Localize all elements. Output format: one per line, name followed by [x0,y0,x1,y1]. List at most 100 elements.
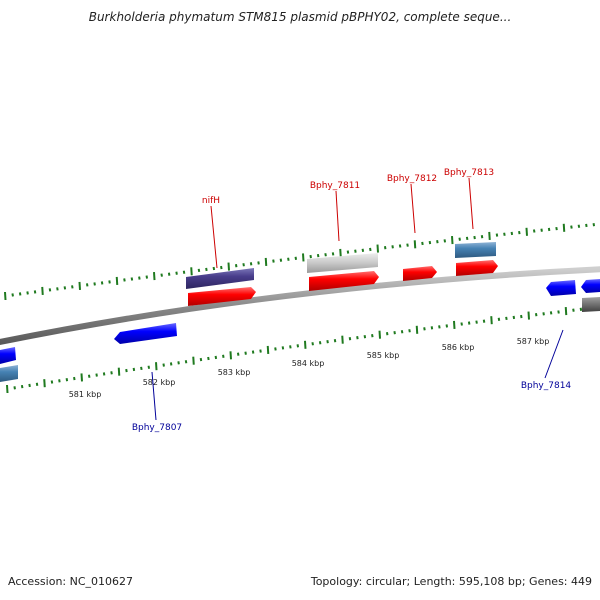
tick-minor [393,331,396,335]
tick-minor [220,265,223,270]
tick-minor [331,252,335,256]
tick-major [227,262,230,271]
tick-minor [33,290,37,294]
tick-minor [251,350,255,354]
gene-nifH-bar[interactable] [186,268,254,289]
tick-major [488,231,491,240]
tick-minor [318,341,322,345]
reverse-strand-features [0,279,600,382]
gene-arrow-forward[interactable] [403,266,437,281]
tick-minor [35,382,39,386]
gene-label-nifH[interactable]: nifH [202,196,220,206]
tick-minor [547,227,551,232]
tick-minor [503,232,506,236]
gene-arrow-reverse[interactable] [546,280,576,296]
tick-minor [361,248,365,252]
tick-minor [505,316,508,321]
tick-minor [356,336,359,340]
genome-summary: Topology: circular; Length: 595,108 bp; … [310,575,592,588]
tick-minor [570,225,573,229]
tick-minor [369,247,372,252]
gene-bar-steel[interactable] [0,365,18,382]
tick-minor [95,373,98,377]
tick-minor [73,376,76,381]
tick-minor [140,366,143,371]
tick-major [562,223,566,232]
tick-minor [348,337,352,341]
gene-bar-steel[interactable] [455,242,496,258]
tick-minor [428,240,432,245]
tick-minor [287,257,290,261]
tick-minor [26,291,29,295]
tick-minor [577,224,581,228]
tick-minor [50,380,54,384]
tick-major [413,240,417,249]
tick-minor [160,273,163,277]
tick-minor [354,249,357,253]
gene-label-Bphy_7811[interactable]: Bphy_7811 [310,181,360,191]
tick-minor [400,330,404,334]
tick-minor [85,283,89,287]
tick-major [78,281,81,290]
tick-minor [497,317,501,321]
tick-minor [234,264,238,268]
gene-arrow-reverse[interactable] [581,279,600,293]
gene-bar-dark[interactable] [582,297,600,312]
scale-labels: 581 kbp 582 kbp 583 kbp 584 kbp 585 kbp … [69,337,550,399]
tick-major [43,379,46,388]
scale-label: 584 kbp [292,359,325,368]
tick-minor [123,278,126,282]
tick-minor [555,226,558,231]
gene-arrow-forward[interactable] [188,287,256,306]
gene-arrow-forward[interactable] [309,271,379,291]
tick-minor [205,267,208,272]
tick-minor [430,326,434,330]
scale-label: 585 kbp [367,351,400,360]
tick-major [339,248,342,258]
tick-minor [169,362,173,366]
gene-bar-silver[interactable] [307,253,378,273]
scale-label: 581 kbp [69,390,102,399]
tick-minor [383,246,387,250]
tick-minor [363,335,367,339]
gene-arrow-reverse[interactable] [114,323,177,344]
tick-minor [592,223,596,227]
gene-label-Bphy_7813[interactable]: Bphy_7813 [444,168,494,178]
tick-major [6,384,9,394]
tick-minor [147,365,151,369]
tick-minor [467,321,471,325]
tick-minor [371,334,374,338]
tick-major [378,330,381,339]
tick-major [4,291,7,301]
tick-major [155,362,158,371]
leader-Bphy_7807 [151,371,157,421]
tick-major [117,367,121,376]
gene-label-Bphy_7814[interactable]: Bphy_7814 [521,381,572,391]
tick-minor [326,340,329,344]
scale-label: 582 kbp [143,378,176,387]
gene-arrow-forward[interactable] [456,260,498,276]
tick-minor [259,349,262,353]
tick-minor [56,287,59,291]
tick-minor [279,258,283,262]
scale-label: 583 kbp [218,368,251,377]
tick-major [527,311,530,320]
tick-minor [110,371,113,375]
tick-minor [48,288,52,292]
tick-minor [236,352,240,356]
gene-label-Bphy_7812[interactable]: Bphy_7812 [387,174,437,184]
tick-minor [207,356,210,361]
tick-major [41,286,44,295]
tick-minor [63,286,67,290]
leader-nifH [210,205,218,269]
tick-minor [311,342,314,346]
tick-minor [71,285,74,289]
tick-minor [125,368,128,373]
tick-minor [167,272,171,276]
tick-minor [398,244,402,248]
tick-minor [242,263,245,267]
gene-arrow-reverse[interactable] [0,347,16,364]
tick-minor [534,313,538,317]
gene-label-Bphy_7807[interactable]: Bphy_7807 [132,423,182,433]
tick-major [341,335,344,344]
